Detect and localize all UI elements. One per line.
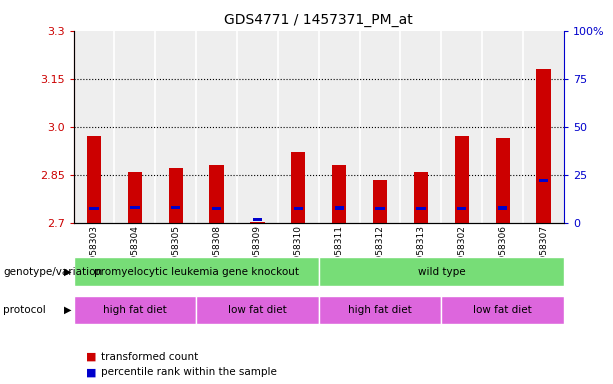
Bar — [498, 206, 508, 210]
Bar — [332, 165, 346, 223]
Bar — [74, 257, 319, 286]
Bar — [128, 172, 142, 223]
Bar — [536, 69, 550, 223]
Text: ▶: ▶ — [64, 305, 72, 315]
Bar — [130, 205, 140, 209]
Bar — [291, 152, 305, 223]
Bar — [89, 207, 99, 210]
Text: high fat diet: high fat diet — [103, 305, 167, 315]
Text: ■: ■ — [86, 367, 100, 377]
Bar — [495, 138, 510, 223]
Title: GDS4771 / 1457371_PM_at: GDS4771 / 1457371_PM_at — [224, 13, 413, 27]
Bar — [457, 207, 466, 210]
Bar — [375, 207, 385, 210]
Bar — [212, 207, 221, 210]
Bar — [169, 168, 183, 223]
Bar — [87, 136, 101, 223]
Bar — [294, 207, 303, 210]
Text: transformed count: transformed count — [101, 352, 199, 362]
Text: high fat diet: high fat diet — [348, 305, 412, 315]
Text: ■: ■ — [86, 352, 100, 362]
Text: ▶: ▶ — [64, 266, 72, 277]
Bar — [253, 217, 262, 221]
Bar — [210, 165, 224, 223]
Bar — [414, 172, 428, 223]
Text: low fat diet: low fat diet — [473, 305, 532, 315]
Text: promyelocytic leukemia gene knockout: promyelocytic leukemia gene knockout — [94, 266, 299, 277]
Bar — [196, 296, 319, 324]
Bar — [335, 206, 344, 210]
Bar — [171, 205, 180, 209]
Bar — [416, 207, 425, 210]
Text: percentile rank within the sample: percentile rank within the sample — [101, 367, 277, 377]
Bar — [250, 222, 265, 223]
Bar — [373, 180, 387, 223]
Bar — [319, 296, 441, 324]
Text: low fat diet: low fat diet — [228, 305, 287, 315]
Bar — [455, 136, 469, 223]
Bar — [441, 296, 564, 324]
Text: protocol: protocol — [3, 305, 46, 315]
Text: wild type: wild type — [417, 266, 465, 277]
Bar — [74, 296, 196, 324]
Text: genotype/variation: genotype/variation — [3, 266, 102, 277]
Bar — [319, 257, 564, 286]
Bar — [539, 179, 548, 182]
